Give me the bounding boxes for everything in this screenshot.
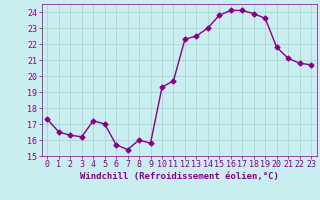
X-axis label: Windchill (Refroidissement éolien,°C): Windchill (Refroidissement éolien,°C): [80, 172, 279, 181]
